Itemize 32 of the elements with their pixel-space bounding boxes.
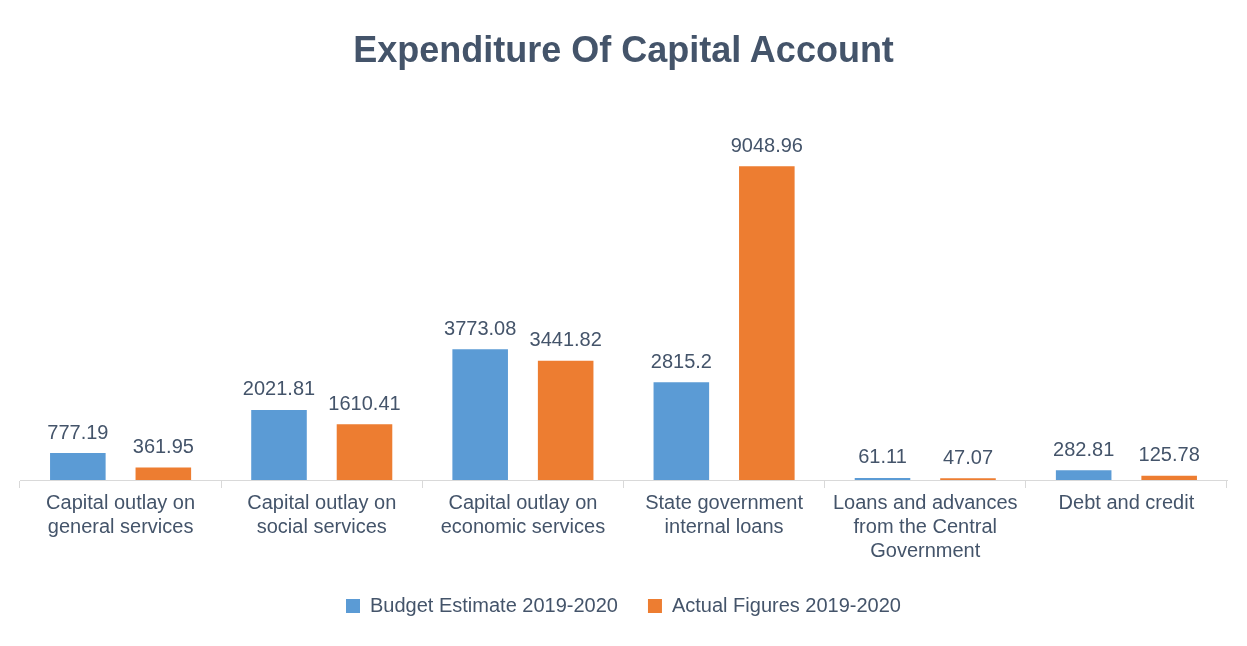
bar (739, 166, 795, 480)
data-label: 282.81 (1053, 437, 1115, 460)
data-label: 61.11 (858, 445, 907, 468)
data-label: 125.78 (1138, 443, 1200, 466)
bar (653, 382, 710, 480)
bar (251, 409, 307, 480)
bar (1055, 470, 1112, 480)
bar (1141, 475, 1197, 480)
x-tick-label: Capital outlay on social services (247, 490, 397, 537)
data-label: 3773.08 (444, 316, 517, 339)
data-label: 777.19 (47, 420, 109, 443)
data-label: 361.95 (132, 434, 194, 457)
legend-label: Actual Figures 2019-2020 (671, 593, 901, 616)
data-label: 1610.41 (328, 391, 401, 414)
bar (336, 424, 393, 480)
x-tick-label: Capital outlay on economic services (440, 490, 606, 537)
data-label: 2021.81 (242, 377, 316, 400)
x-tick-label: Debt and credit (1058, 490, 1195, 513)
x-tick-label: Loans and advances from the Central Government (832, 490, 1018, 561)
data-label: 9048.96 (730, 133, 803, 156)
data-label: 47.07 (942, 445, 994, 468)
bar (452, 349, 508, 480)
data-label: 2815.2 (650, 349, 712, 372)
bar (135, 467, 192, 480)
bar (854, 477, 911, 480)
bar (537, 360, 594, 480)
x-tick-label: Capital outlay on general services (46, 490, 196, 537)
chart-title: Expenditure Of Capital Account (353, 28, 894, 70)
x-tick-label: State government internal loans (645, 490, 804, 537)
data-label: 3441.82 (529, 328, 602, 351)
bar (50, 453, 106, 480)
legend-label: Budget Estimate 2019-2020 (370, 593, 618, 616)
